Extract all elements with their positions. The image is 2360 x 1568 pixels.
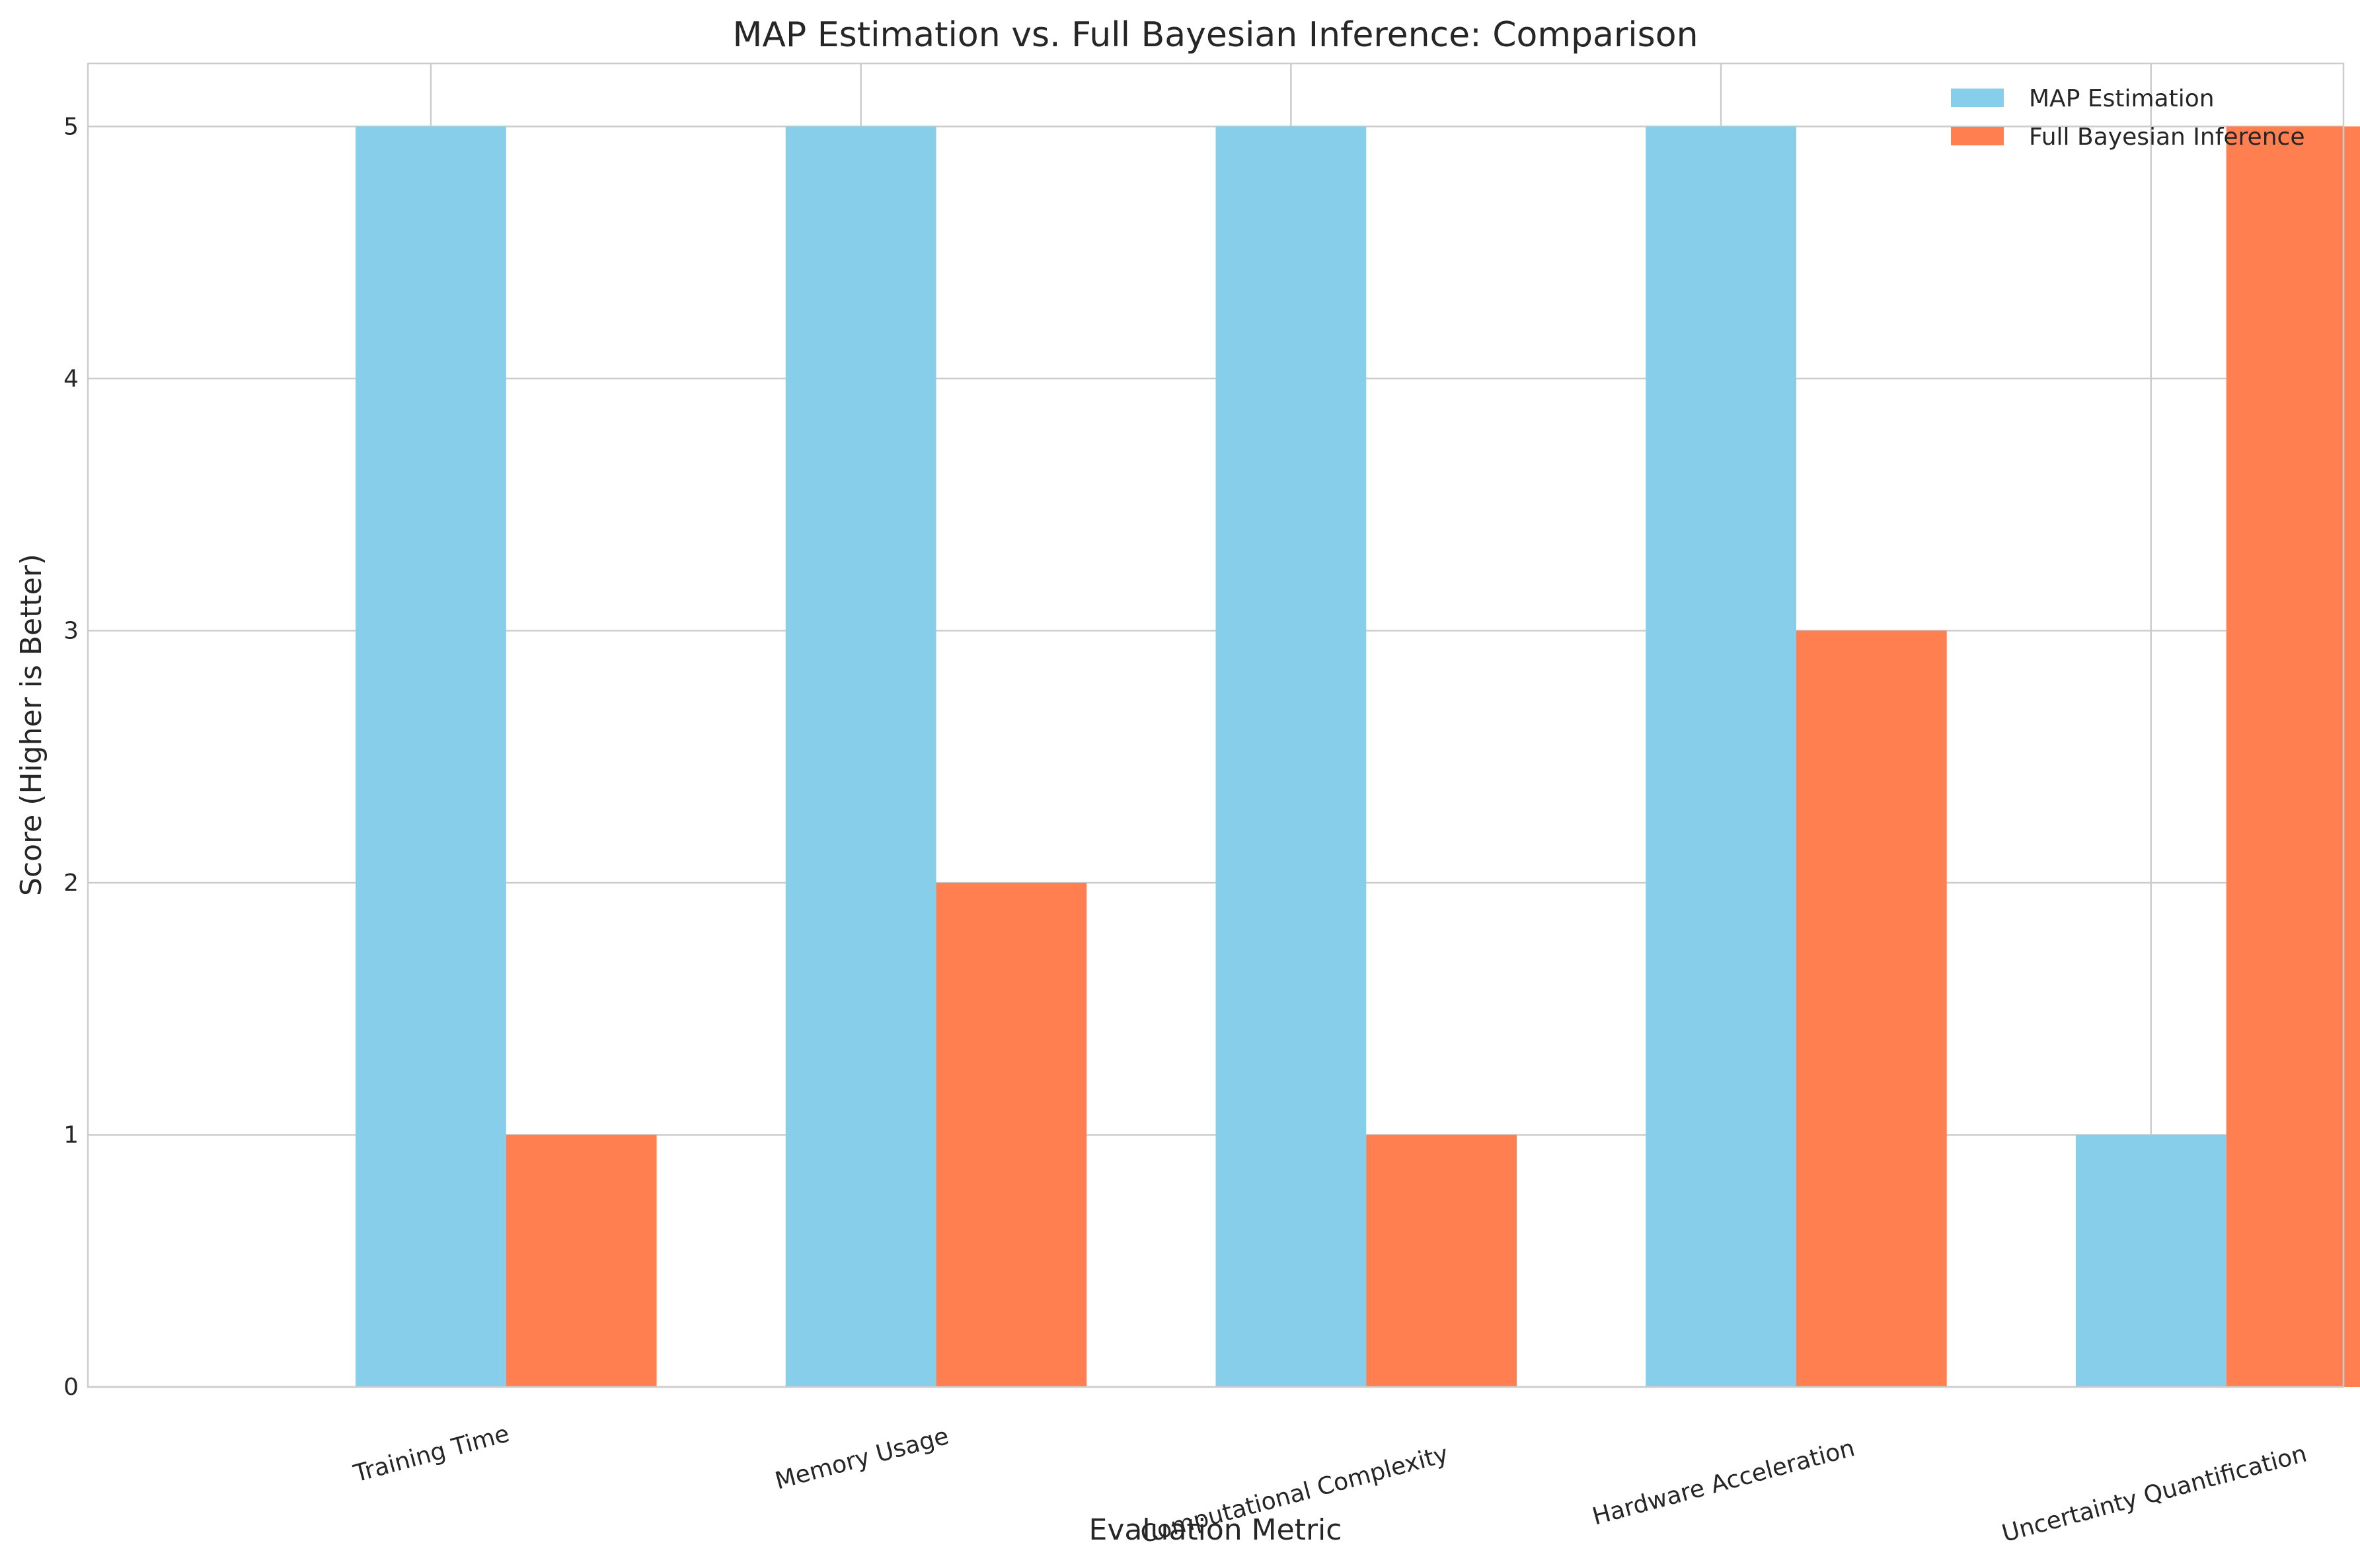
- bar-bayesian-3: [1796, 630, 1947, 1387]
- y-tick-label: 4: [63, 365, 79, 392]
- legend-swatch: [1951, 127, 2004, 145]
- y-axis-label: Score (Higher is Better): [15, 554, 48, 896]
- y-tick-label: 3: [63, 617, 79, 644]
- y-tick-label: 1: [63, 1121, 79, 1148]
- y-tick-label: 5: [63, 113, 79, 140]
- bars: [356, 126, 2360, 1387]
- bar-map-0: [356, 126, 506, 1387]
- bar-map-2: [1215, 126, 1367, 1387]
- bar-map-3: [1646, 126, 1796, 1387]
- plot-frame: [87, 62, 2345, 1388]
- bar-bayesian-0: [506, 1135, 657, 1387]
- legend-label: Full Bayesian Inference: [2029, 124, 2304, 151]
- x-tick-label: Uncertainty Quantification: [1999, 1440, 2310, 1548]
- legend-label: MAP Estimation: [2029, 85, 2215, 112]
- x-tick-label: Memory Usage: [773, 1423, 952, 1495]
- bar-bayesian-4: [2226, 126, 2360, 1387]
- bar-bayesian-2: [1366, 1135, 1517, 1387]
- x-tick-label: Training Time: [350, 1420, 512, 1487]
- bar-map-1: [785, 126, 936, 1387]
- x-tick-label: Hardware Acceleration: [1589, 1435, 1858, 1530]
- x-axis-label: Evaluation Metric: [1089, 1513, 1342, 1547]
- legend-swatch: [1951, 89, 2004, 107]
- y-tick-label: 2: [63, 870, 79, 897]
- y-ticks: 0 1 2 3 4 5: [63, 113, 79, 1401]
- bar-bayesian-1: [936, 882, 1087, 1387]
- legend: MAP Estimation Full Bayesian Inference: [1951, 85, 2304, 151]
- chart-title: MAP Estimation vs. Full Bayesian Inferen…: [732, 15, 1698, 55]
- bar-map-4: [2075, 1135, 2227, 1387]
- y-tick-label: 0: [63, 1374, 79, 1401]
